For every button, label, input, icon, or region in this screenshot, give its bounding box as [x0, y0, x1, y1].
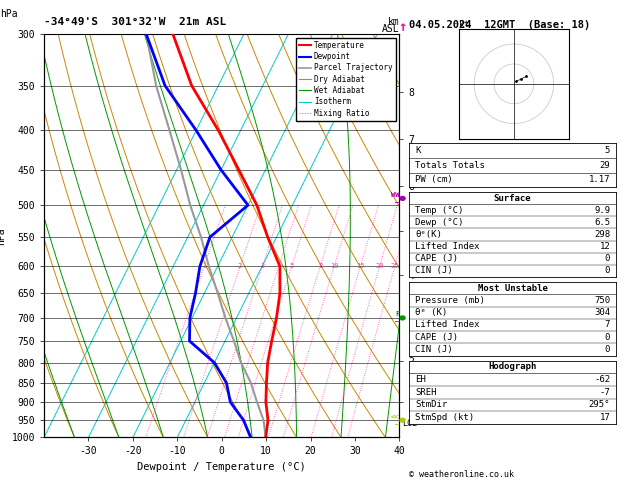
- Text: 4: 4: [277, 263, 281, 269]
- Text: 6.5: 6.5: [594, 218, 610, 227]
- Text: WW
—: WW —: [391, 192, 399, 205]
- Text: <<
—: << —: [391, 414, 399, 427]
- Text: Lifted Index: Lifted Index: [415, 320, 479, 330]
- Text: 0: 0: [605, 254, 610, 263]
- Text: K: K: [415, 146, 420, 155]
- Text: km: km: [387, 17, 399, 27]
- Text: θᵉ (K): θᵉ (K): [415, 308, 447, 317]
- Text: Surface: Surface: [494, 193, 532, 203]
- Text: Lifted Index: Lifted Index: [415, 242, 479, 251]
- Text: hPa: hPa: [0, 9, 18, 19]
- Text: 9.9: 9.9: [594, 206, 610, 215]
- Text: 7: 7: [605, 320, 610, 330]
- Text: CIN (J): CIN (J): [415, 266, 453, 276]
- Text: Pressure (mb): Pressure (mb): [415, 296, 485, 305]
- Text: -62: -62: [594, 375, 610, 384]
- Text: Most Unstable: Most Unstable: [477, 283, 548, 293]
- Text: StmDir: StmDir: [415, 400, 447, 409]
- X-axis label: Dewpoint / Temperature (°C): Dewpoint / Temperature (°C): [137, 462, 306, 472]
- Text: 1: 1: [202, 263, 206, 269]
- Text: 750: 750: [594, 296, 610, 305]
- Text: 298: 298: [594, 230, 610, 239]
- Text: θᵉ(K): θᵉ(K): [415, 230, 442, 239]
- Text: 25: 25: [391, 263, 399, 269]
- Text: StmSpd (kt): StmSpd (kt): [415, 413, 474, 422]
- Text: SREH: SREH: [415, 388, 437, 397]
- Legend: Temperature, Dewpoint, Parcel Trajectory, Dry Adiabat, Wet Adiabat, Isotherm, Mi: Temperature, Dewpoint, Parcel Trajectory…: [296, 38, 396, 121]
- Text: 0: 0: [605, 345, 610, 354]
- Text: PW (cm): PW (cm): [415, 175, 453, 184]
- Text: Temp (°C): Temp (°C): [415, 206, 464, 215]
- Text: CIN (J): CIN (J): [415, 345, 453, 354]
- Text: 0: 0: [605, 333, 610, 342]
- Text: kt: kt: [459, 20, 469, 29]
- Text: © weatheronline.co.uk: © weatheronline.co.uk: [409, 469, 514, 479]
- Text: Dewp (°C): Dewp (°C): [415, 218, 464, 227]
- Text: -34°49'S  301°32'W  21m ASL: -34°49'S 301°32'W 21m ASL: [44, 17, 226, 27]
- Text: 10: 10: [330, 263, 338, 269]
- Text: 295°: 295°: [589, 400, 610, 409]
- Text: F
—: F —: [395, 312, 399, 324]
- Text: 1.17: 1.17: [589, 175, 610, 184]
- Text: Hodograph: Hodograph: [489, 363, 537, 371]
- Text: 12: 12: [599, 242, 610, 251]
- Text: 8: 8: [318, 263, 322, 269]
- Text: 304: 304: [594, 308, 610, 317]
- Text: 15: 15: [356, 263, 365, 269]
- Text: CAPE (J): CAPE (J): [415, 333, 458, 342]
- Text: 0: 0: [605, 266, 610, 276]
- Text: EH: EH: [415, 375, 426, 384]
- Text: 5: 5: [605, 146, 610, 155]
- Text: 2: 2: [238, 263, 242, 269]
- Text: ↑: ↑: [398, 20, 407, 35]
- Text: Totals Totals: Totals Totals: [415, 161, 485, 170]
- Text: CAPE (J): CAPE (J): [415, 254, 458, 263]
- Text: 04.05.2024  12GMT  (Base: 18): 04.05.2024 12GMT (Base: 18): [409, 20, 590, 31]
- Y-axis label: hPa: hPa: [0, 227, 6, 244]
- Text: 29: 29: [599, 161, 610, 170]
- Text: 5: 5: [289, 263, 294, 269]
- Text: ASL: ASL: [382, 24, 399, 34]
- Text: 20: 20: [376, 263, 384, 269]
- Text: 3: 3: [260, 263, 264, 269]
- Text: 17: 17: [599, 413, 610, 422]
- Text: -7: -7: [599, 388, 610, 397]
- Text: LCL: LCL: [402, 419, 416, 428]
